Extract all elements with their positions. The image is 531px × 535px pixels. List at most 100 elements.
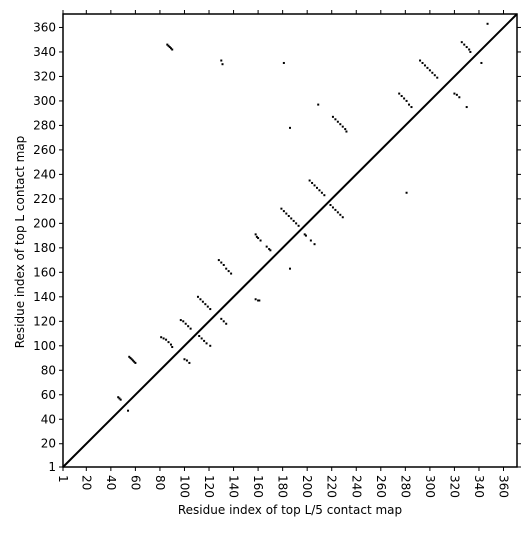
- y-tick-label: 360: [33, 20, 56, 34]
- x-tick-label: 80: [153, 475, 167, 490]
- contact-point: [184, 322, 187, 325]
- contact-point: [220, 59, 223, 62]
- y-tick-label: 340: [33, 45, 56, 59]
- contact-point: [400, 95, 403, 98]
- contact-point: [189, 327, 192, 330]
- contact-point: [405, 191, 408, 194]
- contact-point: [166, 43, 169, 46]
- contact-point: [196, 295, 199, 298]
- x-tick-label: 220: [325, 475, 339, 498]
- contact-point: [171, 346, 174, 349]
- x-tick-label: 260: [374, 475, 388, 498]
- contact-point: [403, 97, 406, 100]
- contact-point: [118, 397, 121, 400]
- x-tick-label: 200: [300, 475, 314, 498]
- contact-point: [289, 267, 291, 270]
- contact-point: [130, 358, 133, 361]
- y-tick-label: 160: [33, 265, 56, 279]
- x-tick-label: 340: [472, 475, 486, 498]
- contact-point: [187, 325, 190, 328]
- contact-point: [290, 217, 293, 220]
- contact-point: [320, 191, 323, 194]
- contact-point: [258, 299, 261, 302]
- contact-point: [287, 215, 290, 218]
- contact-point: [217, 259, 220, 262]
- contact-point: [469, 50, 472, 53]
- y-tick-label: 220: [33, 192, 56, 206]
- contact-point: [410, 106, 413, 109]
- contact-point: [227, 270, 230, 273]
- y-axis-label: Residue index of top L contact map: [13, 136, 27, 349]
- contact-point: [129, 357, 132, 360]
- x-tick-label: 20: [79, 475, 93, 490]
- x-tick-label: 160: [251, 475, 265, 498]
- contact-point: [308, 179, 311, 182]
- contact-point: [220, 261, 223, 264]
- contact-point: [225, 267, 228, 270]
- contact-point: [280, 207, 283, 210]
- contact-point: [225, 322, 228, 325]
- contact-point: [426, 66, 429, 69]
- contact-point: [344, 128, 347, 131]
- contact-point: [433, 74, 436, 77]
- contact-point: [160, 336, 163, 339]
- x-tick-label: 40: [104, 475, 118, 490]
- contact-point: [480, 61, 483, 64]
- x-tick-label: 280: [398, 475, 412, 498]
- contact-point: [331, 115, 334, 118]
- contact-point: [165, 338, 168, 341]
- y-tick-label: 120: [33, 314, 56, 328]
- contact-point: [313, 243, 316, 246]
- contact-point: [336, 120, 339, 123]
- contact-point: [436, 76, 439, 79]
- y-tick-label: 260: [33, 143, 56, 157]
- contact-point: [341, 125, 344, 128]
- contact-point: [423, 64, 426, 67]
- contact-point: [255, 235, 258, 238]
- contact-point: [453, 92, 456, 95]
- contact-point: [131, 359, 134, 362]
- y-tick-label: 240: [33, 167, 56, 181]
- contact-point: [254, 233, 257, 236]
- contact-point: [329, 203, 332, 206]
- y-tick-label: 20: [41, 437, 56, 451]
- contact-point: [257, 299, 260, 302]
- contact-point: [182, 320, 185, 323]
- contact-point: [204, 303, 207, 306]
- contact-point: [331, 206, 334, 209]
- contact-point: [339, 213, 342, 216]
- y-tick-label: 100: [33, 339, 56, 353]
- contact-point: [334, 118, 337, 121]
- x-tick-label: 180: [276, 475, 290, 498]
- contact-point: [289, 126, 291, 129]
- contact-point: [134, 361, 137, 364]
- contact-point: [188, 361, 191, 364]
- contact-point: [282, 61, 285, 64]
- contact-point: [463, 43, 466, 46]
- contact-point: [169, 343, 172, 346]
- contact-point: [304, 234, 307, 237]
- contact-point: [345, 130, 348, 133]
- contact-point: [222, 263, 225, 266]
- contact-point: [254, 298, 257, 301]
- y-tick-label: 80: [41, 363, 56, 377]
- contact-point: [167, 341, 170, 344]
- y-tick-label: 60: [41, 388, 56, 402]
- contact-point: [334, 208, 337, 211]
- contact-point: [336, 211, 339, 214]
- contact-point: [460, 41, 463, 44]
- contact-point: [222, 320, 225, 323]
- contact-point: [465, 46, 468, 49]
- contact-point: [282, 210, 285, 213]
- contact-point: [317, 103, 320, 106]
- contact-point: [465, 106, 468, 109]
- x-tick-label: 120: [202, 475, 216, 498]
- contact-point: [285, 212, 288, 215]
- x-tick-label: 240: [349, 475, 363, 498]
- contact-point: [468, 48, 471, 51]
- contact-point: [209, 344, 212, 347]
- x-tick-label: 320: [447, 475, 461, 498]
- contact-point: [428, 69, 431, 72]
- contact-point: [265, 245, 268, 248]
- diagonal: [62, 13, 518, 468]
